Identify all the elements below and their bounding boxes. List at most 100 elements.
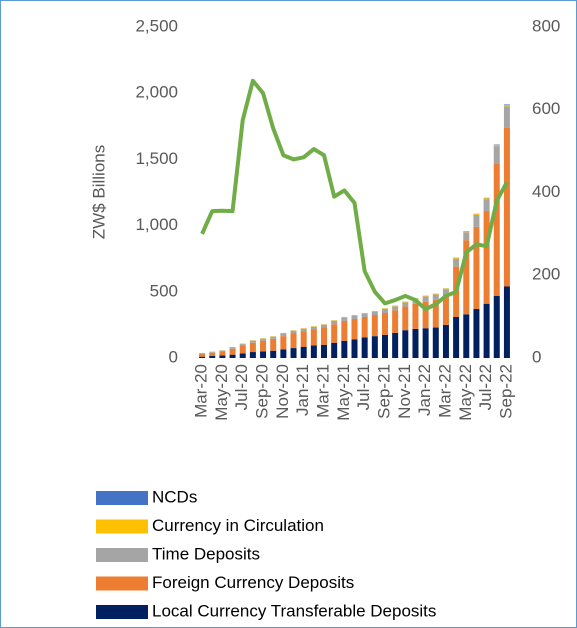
bar-segment [503,286,510,358]
legend-label: NCDs [152,487,197,506]
x-tick-label: Jul-22 [476,364,495,410]
bar-segment [432,299,439,328]
bar-segment [493,295,500,358]
bar-segment [209,352,216,353]
bar-segment [483,199,490,212]
y2-tick-label: 600 [532,99,560,118]
bar-segment [249,340,256,343]
bar-segment [442,289,449,295]
x-tick-label: Jul-20 [232,364,251,410]
x-tick-label: Jan-21 [293,364,312,416]
bar-segment [432,327,439,358]
bar-segment [422,301,429,329]
bar-segment [432,294,439,300]
bar-segment [381,334,388,358]
bar-segment [239,344,246,346]
bar-segment [483,303,490,358]
bar-segment [392,305,399,307]
bar-segment [392,310,399,333]
y2-tick-label: 0 [532,347,541,366]
bar-segment [199,356,206,358]
bar-segment [371,311,378,315]
bar-segment [503,105,510,107]
x-tick-label: Sep-22 [496,364,515,419]
x-tick-label: Nov-20 [273,364,292,419]
bar-segment [341,317,348,318]
bar-segment [473,226,480,310]
x-tick-label: May-21 [334,364,353,421]
bar-segment [422,328,429,358]
bar-segment [463,314,470,358]
bar-segment [463,240,470,315]
legend-swatch [96,576,148,591]
bar-segment [270,338,277,351]
bar-segment [422,295,429,297]
bar-segment [381,308,388,310]
bar-segment [290,333,297,349]
bar-segment [331,320,338,325]
bar-segment [453,258,460,267]
y-axis-title: ZW$ Billions [89,145,108,239]
bar-segment [351,315,358,319]
bar-segment [503,127,510,287]
x-tick-label: May-20 [212,364,231,421]
y-tick-label: 1,000 [135,215,178,234]
bar-segment [392,332,399,358]
bar-segment [402,301,409,303]
bar-segment [381,309,388,313]
bar-segment [483,211,490,304]
y2-tick-label: 400 [532,182,560,201]
bar-segment [260,338,267,341]
bar-segment [351,318,358,340]
y-tick-label: 1,500 [135,149,178,168]
legend-swatch [96,491,148,505]
bar-segment [321,324,328,328]
bar-segment [341,340,348,358]
x-tick-label: May-22 [456,364,475,421]
bar-segment [321,324,328,325]
bar-segment [341,317,348,321]
bar-segment [503,106,510,128]
y-tick-label: 0 [169,347,178,366]
bar-segment [361,337,368,358]
bar-segment [229,354,236,358]
bar-segment [453,257,460,259]
bar-segment [270,350,277,358]
bar-segment [402,330,409,358]
bar-segment [219,350,226,352]
legend-label: Currency in Circulation [152,516,324,535]
bar-segment [422,296,429,302]
bar-segment [280,333,287,337]
bar-segment [331,320,338,321]
bar-segment [219,355,226,358]
x-tick-label: Sep-20 [253,364,272,419]
bar-segment [442,288,449,290]
bar-segment [199,354,206,357]
bar-segment [432,293,439,295]
x-tick-label: Nov-21 [395,364,414,419]
bar-segment [280,336,287,350]
bar-segment [361,313,368,314]
bar-segment [442,324,449,358]
bar-segment [402,306,409,331]
bar-segment [351,339,358,358]
y2-tick-label: 800 [532,16,560,35]
legend-swatch [96,519,148,534]
bar-segment [371,336,378,358]
legend-label: Time Deposits [152,544,260,563]
bar-segment [453,316,460,358]
bar-segment [310,326,317,327]
legend-swatch [96,548,148,562]
bar-segment [442,294,449,325]
bar-segment [412,303,419,329]
bar-segment [371,311,378,312]
bar-segment [290,330,297,334]
bar-segment [412,328,419,358]
bar-segment [493,145,500,147]
bar-segment [270,336,277,339]
bar-segment [392,306,399,311]
bar-segment [473,309,480,358]
bar-segment [371,314,378,337]
